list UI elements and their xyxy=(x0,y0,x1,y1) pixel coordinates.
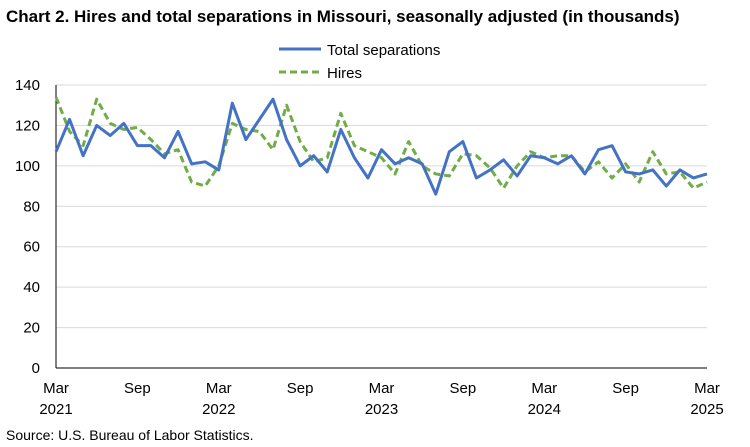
x-tick-label: Mar xyxy=(369,380,395,397)
x-tick-label: Mar xyxy=(531,380,557,397)
x-tick-year-label: 2023 xyxy=(365,401,398,418)
x-tick-label: Sep xyxy=(287,380,314,397)
y-tick-label: 40 xyxy=(23,279,40,296)
x-tick-year-label: 2021 xyxy=(39,401,72,418)
x-tick-label: Mar xyxy=(694,380,720,397)
x-tick-label: Sep xyxy=(612,380,639,397)
y-tick-label: 140 xyxy=(15,77,40,94)
y-tick-label: 80 xyxy=(23,198,40,215)
y-tick-label: 60 xyxy=(23,239,40,256)
source-note: Source: U.S. Bureau of Labor Statistics. xyxy=(6,427,253,443)
legend-label-hires: Hires xyxy=(327,65,362,82)
x-tick-year-label: 2022 xyxy=(202,401,235,418)
series-lines xyxy=(54,96,708,196)
y-axis: 0 20 40 60 80 100 120 140 xyxy=(15,77,57,377)
y-tick-label: 100 xyxy=(15,158,40,175)
x-tick-year-label: 2024 xyxy=(528,401,561,418)
x-tick-label: Mar xyxy=(206,380,232,397)
x-tick-year-label: 2025 xyxy=(690,401,723,418)
gridlines xyxy=(56,84,707,329)
x-tick-label: Mar xyxy=(43,380,69,397)
x-axis: Mar 2021 Sep Mar 2022 Sep Mar 2023 Sep Mar 2024 Sep… xyxy=(39,367,724,418)
series-line-hires xyxy=(54,96,708,190)
legend: Total separations Hires xyxy=(279,42,440,82)
x-tick-label: Sep xyxy=(124,380,151,397)
series-line-total-separations xyxy=(54,97,708,196)
x-tick-label: Sep xyxy=(450,380,477,397)
legend-label-total-separations: Total separations xyxy=(327,42,440,59)
y-tick-label: 120 xyxy=(15,117,40,134)
chart-title: Chart 2. Hires and total separations in … xyxy=(6,7,680,26)
y-tick-label: 0 xyxy=(32,360,40,377)
y-tick-label: 20 xyxy=(23,320,40,337)
